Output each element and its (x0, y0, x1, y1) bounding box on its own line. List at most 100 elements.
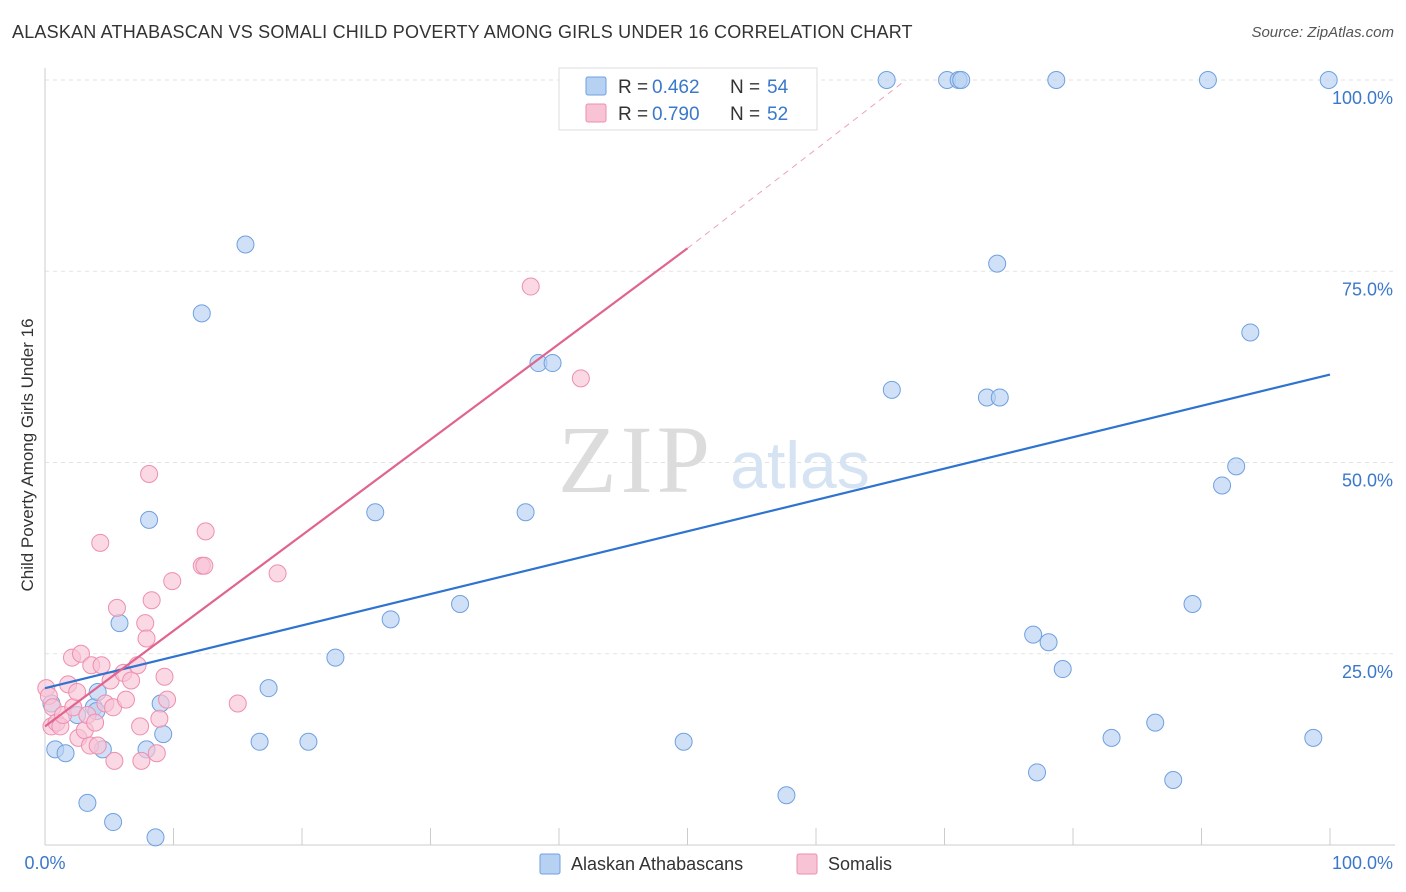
watermark: ZIP atlas (558, 406, 870, 513)
point-1-47 (571, 369, 590, 388)
bottom-legend-swatch-athabascan (539, 853, 561, 875)
bottom-legend: Alaskan Athabascans Somalis (539, 853, 892, 875)
point-0-25 (516, 503, 535, 522)
point-1-35 (142, 591, 161, 610)
point-0-10 (110, 614, 129, 633)
point-0-36 (988, 254, 1007, 273)
point-0-47 (1198, 71, 1217, 89)
point-0-28 (674, 732, 693, 751)
legend-n-value-somali: 52 (767, 104, 788, 125)
point-1-44 (228, 694, 247, 713)
trend-line-0 (44, 373, 1331, 690)
point-0-48 (1213, 476, 1232, 495)
point-1-46 (521, 277, 540, 296)
point-0-51 (1304, 728, 1323, 747)
point-0-16 (192, 304, 211, 323)
watermark-atlas: atlas (730, 428, 869, 502)
x-tick-label-min: 0.0% (24, 853, 65, 873)
series-somali-points (37, 277, 590, 770)
point-1-20 (92, 656, 111, 675)
point-1-36 (147, 744, 166, 763)
point-0-9 (104, 813, 123, 832)
point-1-32 (136, 614, 155, 633)
point-0-12 (140, 510, 159, 529)
watermark-zip: ZIP (558, 406, 714, 513)
trend-line-1 (44, 247, 689, 728)
trend-lines (44, 79, 1331, 728)
legend-n-value-athabascan: 54 (767, 77, 789, 98)
point-1-37 (150, 709, 169, 728)
point-1-30 (131, 717, 150, 736)
legend-n-label-athabascan: N = (730, 77, 760, 98)
point-0-52 (1319, 71, 1338, 89)
point-1-40 (163, 572, 182, 591)
point-0-41 (1053, 660, 1072, 679)
point-0-45 (1164, 770, 1183, 789)
y-tick-label-0: 25.0% (1342, 662, 1393, 682)
point-0-22 (366, 503, 385, 522)
point-0-20 (299, 732, 318, 751)
point-0-37 (990, 388, 1009, 407)
tick-labels: 25.0% 50.0% 75.0% 100.0% 0.0% 100.0% (24, 88, 1393, 873)
source-credit: Source: ZipAtlas.com (1251, 24, 1394, 41)
point-1-28 (122, 671, 141, 690)
point-1-17 (86, 713, 105, 732)
point-0-15 (154, 725, 173, 744)
point-0-21 (326, 648, 345, 667)
point-0-29 (777, 786, 796, 805)
point-1-42 (195, 556, 214, 575)
point-0-46 (1183, 595, 1202, 614)
point-1-43 (196, 522, 215, 541)
point-1-25 (107, 598, 126, 617)
bottom-legend-swatch-somali (796, 853, 818, 875)
point-0-13 (146, 828, 165, 847)
point-0-49 (1227, 457, 1246, 476)
point-0-43 (1102, 728, 1121, 747)
x-tick-label-max: 100.0% (1332, 853, 1393, 873)
legend-r-label-somali: R = (618, 104, 648, 125)
chart-title: ALASKAN ATHABASCAN VS SOMALI CHILD POVER… (12, 22, 913, 42)
y-tick-label-1: 50.0% (1342, 471, 1393, 491)
y-tick-label-3: 100.0% (1332, 88, 1393, 108)
point-0-34 (952, 71, 971, 89)
legend-swatch-athabascan (585, 76, 607, 96)
bottom-legend-label-somali: Somalis (828, 854, 892, 874)
point-0-50 (1241, 323, 1260, 342)
bottom-legend-label-athabascan: Alaskan Athabascans (571, 854, 743, 874)
point-1-19 (91, 533, 110, 552)
point-0-2 (56, 744, 75, 763)
point-1-33 (137, 629, 156, 648)
point-1-31 (132, 751, 151, 770)
y-axis-label: Child Poverty Among Girls Under 16 (18, 318, 37, 591)
y-tick-label-2: 75.0% (1342, 279, 1393, 299)
point-1-18 (88, 736, 107, 755)
legend-swatch-somali (585, 103, 607, 123)
point-1-39 (158, 690, 177, 709)
point-0-40 (1039, 633, 1058, 652)
point-0-42 (1047, 71, 1066, 89)
point-1-45 (268, 564, 287, 583)
point-1-24 (105, 751, 124, 770)
point-1-34 (140, 464, 159, 483)
point-0-18 (250, 732, 269, 751)
point-0-17 (236, 235, 255, 254)
legend-r-value-athabascan: 0.462 (652, 77, 700, 98)
point-1-27 (116, 690, 135, 709)
point-0-30 (877, 71, 896, 89)
trend-extension-1 (687, 79, 907, 249)
point-1-10 (68, 683, 87, 701)
point-0-31 (882, 380, 901, 399)
point-0-19 (259, 679, 278, 698)
legend-r-value-somali: 0.790 (652, 104, 700, 125)
legend-box: R = 0.462 N = 54 R = 0.790 N = 52 (558, 67, 818, 131)
legend-n-label-somali: N = (730, 104, 760, 125)
point-0-39 (1028, 763, 1047, 782)
point-1-38 (155, 667, 174, 686)
point-1-12 (71, 644, 90, 663)
point-0-44 (1146, 713, 1165, 732)
point-0-4 (78, 793, 97, 812)
legend-r-label-athabascan: R = (618, 77, 648, 98)
point-0-23 (381, 610, 400, 629)
point-0-38 (1024, 625, 1043, 644)
